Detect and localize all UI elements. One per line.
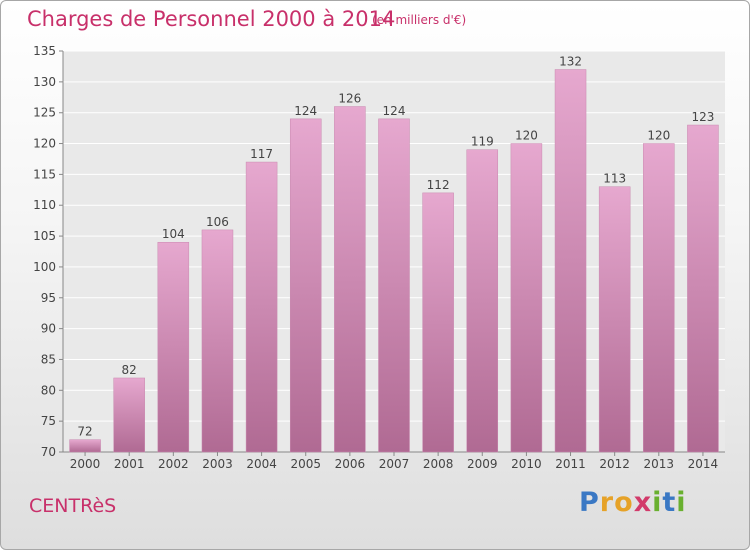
bar — [113, 377, 145, 453]
y-tick-label: 95 — [41, 291, 56, 305]
bar — [466, 149, 499, 453]
y-tick-label: 90 — [41, 322, 56, 336]
x-tick-label: 2011 — [555, 457, 586, 471]
bar-value-label: 124 — [294, 104, 317, 118]
y-tick-label: 85 — [41, 352, 56, 366]
y-tick-label: 80 — [41, 383, 56, 397]
logo-letter: i — [676, 487, 687, 518]
x-tick-label: 2000 — [70, 457, 101, 471]
bar — [687, 124, 719, 453]
bar-value-label: 104 — [162, 227, 185, 241]
city-name: CENTRèS — [29, 495, 117, 517]
x-tick-label: 2007 — [379, 457, 410, 471]
bar — [378, 118, 410, 453]
x-tick-label: 2014 — [688, 457, 719, 471]
bar — [598, 186, 631, 453]
bar-value-label: 113 — [603, 172, 626, 186]
bar — [245, 161, 278, 453]
y-tick-label: 135 — [33, 44, 56, 58]
y-tick-label: 110 — [33, 198, 56, 212]
x-tick-label: 2009 — [467, 457, 498, 471]
x-tick-label: 2006 — [335, 457, 366, 471]
bar-value-label: 120 — [515, 129, 538, 143]
bar-value-label: 132 — [559, 55, 582, 69]
x-tick-label: 2002 — [158, 457, 189, 471]
bar-value-label: 72 — [77, 425, 92, 439]
logo-letter: i — [652, 487, 663, 518]
logo-letter: r — [599, 487, 615, 518]
bar-value-label: 124 — [383, 104, 406, 118]
bar — [201, 229, 234, 453]
x-tick-label: 2013 — [644, 457, 675, 471]
y-tick-label: 125 — [33, 106, 56, 120]
logo-letter: P — [579, 487, 600, 518]
chart-title: Charges de Personnel 2000 à 2014 — [27, 7, 396, 31]
logo-letter: t — [662, 487, 677, 518]
bar — [510, 143, 543, 453]
y-tick-label: 105 — [33, 229, 56, 243]
bar-value-label: 112 — [427, 178, 450, 192]
y-tick-label: 115 — [33, 167, 56, 181]
bar-value-label: 82 — [122, 363, 137, 377]
bar — [334, 106, 366, 453]
x-tick-label: 2012 — [599, 457, 630, 471]
x-tick-label: 2008 — [423, 457, 454, 471]
bar — [69, 439, 101, 453]
bar-value-label: 117 — [250, 147, 273, 161]
bar — [643, 143, 675, 453]
bar-value-label: 126 — [338, 92, 361, 106]
y-tick-label: 100 — [33, 260, 56, 274]
bar — [422, 192, 454, 453]
logo-letter: o — [614, 487, 634, 518]
bar — [289, 118, 322, 453]
bar-value-label: 106 — [206, 215, 229, 229]
x-tick-label: 2001 — [114, 457, 145, 471]
bar — [157, 241, 190, 453]
chart-subtitle: (en milliers d'€) — [372, 13, 467, 27]
proxiti-logo: Proxiti — [579, 487, 687, 518]
bar-value-label: 123 — [691, 110, 714, 124]
bar-value-label: 120 — [647, 129, 670, 143]
x-tick-label: 2003 — [202, 457, 233, 471]
bar — [554, 69, 587, 453]
y-tick-label: 75 — [41, 414, 56, 428]
x-tick-label: 2004 — [246, 457, 277, 471]
x-tick-label: 2005 — [290, 457, 321, 471]
y-tick-label: 130 — [33, 75, 56, 89]
y-tick-label: 70 — [41, 445, 56, 459]
bar-value-label: 119 — [471, 135, 494, 149]
x-tick-label: 2010 — [511, 457, 542, 471]
logo-letter: x — [633, 487, 653, 518]
y-tick-label: 120 — [33, 137, 56, 151]
